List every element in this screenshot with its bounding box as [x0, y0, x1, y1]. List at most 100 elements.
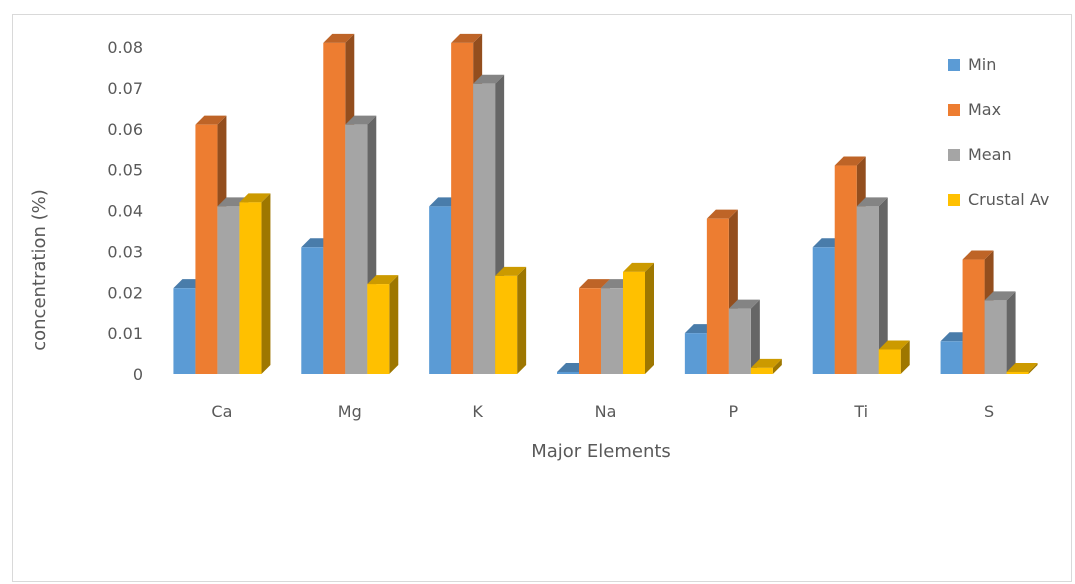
- legend-item-mean: Mean: [948, 145, 1012, 164]
- y-tick-label: 0: [133, 365, 143, 384]
- bar-front: [239, 202, 262, 374]
- bar-top: [1006, 362, 1038, 372]
- bar-front: [217, 206, 240, 374]
- x-axis-title: Major Elements: [531, 441, 671, 462]
- bar-front: [623, 271, 645, 374]
- bar-top: [728, 299, 760, 309]
- bar-front: [940, 341, 963, 374]
- bar-front: [195, 124, 218, 374]
- bar-top: [367, 275, 399, 285]
- bar-side: [900, 340, 910, 374]
- bar-front: [601, 288, 623, 374]
- bar-side: [517, 266, 527, 374]
- x-tick-label: Na: [595, 402, 617, 421]
- bar-ti-mean: [856, 197, 888, 374]
- bar-side: [1028, 362, 1038, 374]
- bar-front: [984, 300, 1007, 374]
- bar-p-crustal-av: [750, 358, 782, 374]
- bar-side: [750, 299, 760, 374]
- bar-top: [623, 262, 654, 272]
- bar-front: [173, 288, 196, 374]
- y-tick-label: 0.04: [107, 202, 143, 221]
- bars: [173, 33, 1038, 374]
- legend-label: Crustal Av: [968, 190, 1049, 209]
- bar-p-mean: [728, 299, 760, 374]
- bar-front: [451, 42, 474, 374]
- bar-front: [684, 333, 707, 374]
- bar-ti-crustal-av: [878, 340, 910, 374]
- bar-front: [812, 247, 835, 374]
- bar-mg-crustal-av: [367, 275, 399, 374]
- y-tick-label: 0.03: [107, 242, 143, 261]
- bar-top: [750, 358, 782, 368]
- y-axis-ticks: 0 0.01 0.02 0.03 0.04 0.05 0.06 0.07 0.08: [107, 38, 143, 384]
- bar-front: [367, 284, 390, 374]
- bar-front: [557, 371, 579, 374]
- bar-side: [389, 275, 399, 374]
- bar-top: [323, 33, 355, 43]
- bar-s-mean: [984, 291, 1016, 374]
- x-tick-label: Mg: [338, 402, 362, 421]
- y-tick-label: 0.01: [107, 324, 143, 343]
- y-tick-label: 0.02: [107, 283, 143, 302]
- y-tick-label: 0.08: [107, 38, 143, 57]
- bar-mg-mean: [345, 115, 377, 374]
- x-tick-label: Ti: [853, 402, 868, 421]
- bar-front: [473, 83, 496, 374]
- bar-top: [878, 340, 910, 350]
- x-tick-label: S: [984, 402, 994, 421]
- legend-swatch: [948, 149, 960, 161]
- bar-front: [1006, 371, 1029, 374]
- bar-front: [728, 308, 751, 374]
- bar-side: [772, 358, 782, 374]
- legend-swatch: [948, 104, 960, 116]
- bar-top: [473, 74, 505, 84]
- bar-front: [345, 124, 368, 374]
- x-axis-labels: Ca Mg K Na P Ti S: [211, 402, 994, 421]
- chart-frame: 0 0.01 0.02 0.03 0.04 0.05 0.06 0.07 0.08 Ca Mg K N…: [12, 14, 1072, 582]
- legend-label: Min: [968, 55, 996, 74]
- bar-front: [579, 288, 601, 374]
- bar-side: [261, 193, 271, 374]
- bar-front: [878, 349, 901, 374]
- bar-na-crustal-av: [623, 262, 654, 374]
- legend-item-crustal-av: Crustal Av: [948, 190, 1049, 209]
- bar-top: [706, 209, 738, 219]
- legend-item-min: Min: [948, 55, 996, 74]
- bar-top: [834, 156, 866, 166]
- bar-top: [345, 115, 377, 125]
- y-tick-label: 0.05: [107, 161, 143, 180]
- bar-front: [962, 259, 985, 374]
- bar-front: [301, 247, 324, 374]
- bar-k-crustal-av: [495, 266, 527, 374]
- y-axis-title: concentration (%): [29, 189, 50, 351]
- bar-front: [856, 206, 879, 374]
- legend-label: Mean: [968, 145, 1012, 164]
- bar-top: [239, 193, 271, 203]
- bar-front: [834, 165, 857, 374]
- bar-front: [706, 218, 729, 374]
- legend-swatch: [948, 59, 960, 71]
- bar-top: [579, 279, 610, 289]
- legend-item-max: Max: [948, 100, 1001, 119]
- bar-side: [645, 262, 654, 374]
- y-tick-label: 0.06: [107, 120, 143, 139]
- bar-top: [495, 266, 527, 276]
- bar-top: [962, 250, 994, 260]
- bar-front: [429, 206, 452, 374]
- bar-top: [984, 291, 1016, 301]
- bar-side: [1006, 291, 1016, 374]
- legend-swatch: [948, 194, 960, 206]
- x-tick-label: Ca: [211, 402, 232, 421]
- bar-side: [878, 197, 888, 374]
- bar-front: [323, 42, 346, 374]
- legend-label: Max: [968, 100, 1001, 119]
- bar-front: [495, 275, 518, 374]
- legend: Min Max Mean Crustal Av: [948, 55, 1049, 209]
- bar-top: [195, 115, 227, 125]
- bar-top: [856, 197, 888, 207]
- bar-top: [451, 33, 483, 43]
- bar-front: [750, 367, 773, 374]
- x-tick-label: P: [729, 402, 739, 421]
- bar-chart: 0 0.01 0.02 0.03 0.04 0.05 0.06 0.07 0.08 Ca Mg K N…: [29, 33, 1049, 462]
